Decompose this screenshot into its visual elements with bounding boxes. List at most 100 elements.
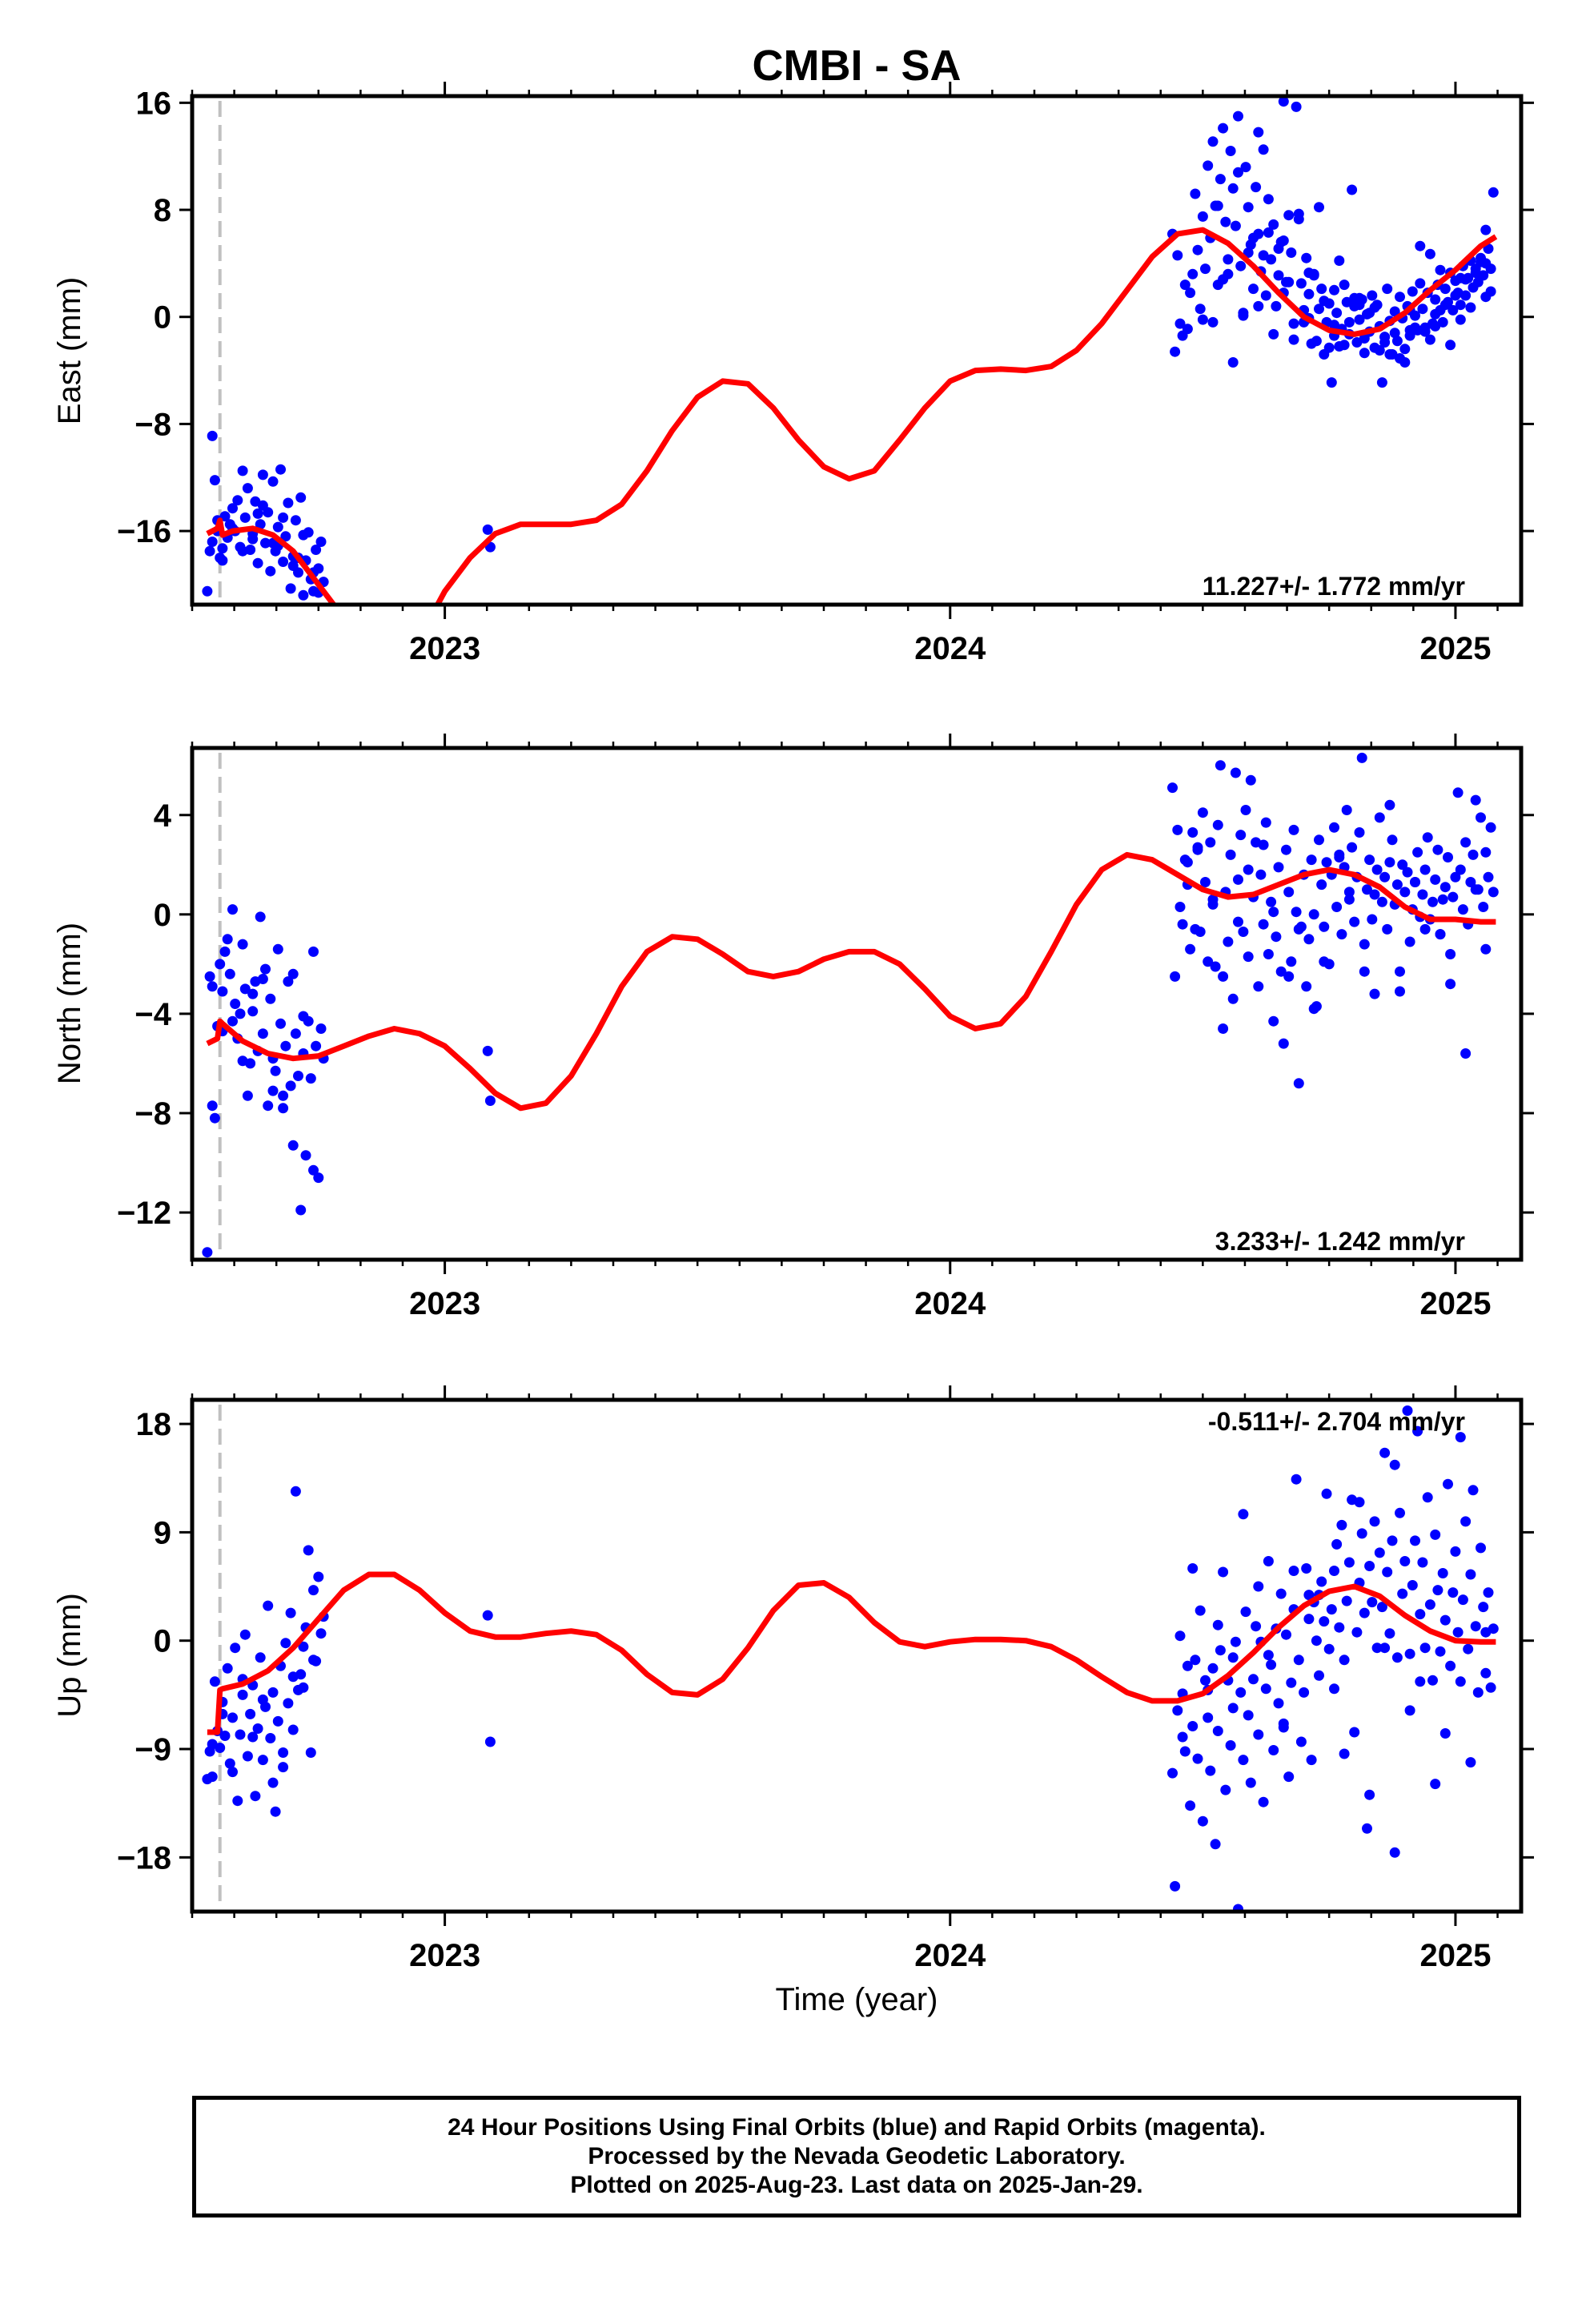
- y-tick-label: 4: [154, 798, 172, 834]
- data-point: [1303, 1590, 1315, 1601]
- data-point: [219, 946, 231, 957]
- data-point: [1258, 839, 1269, 850]
- y-tick-label: −8: [135, 1096, 171, 1132]
- data-point: [1220, 216, 1231, 227]
- y-tick-label: −4: [135, 997, 171, 1032]
- data-point: [278, 1103, 289, 1114]
- data-point: [227, 1712, 238, 1723]
- data-point: [298, 529, 309, 541]
- data-point: [1452, 787, 1464, 798]
- data-point: [245, 1708, 256, 1719]
- data-point: [1243, 202, 1254, 213]
- data-point: [1240, 162, 1251, 173]
- data-point: [1480, 846, 1492, 858]
- data-point: [482, 1610, 493, 1621]
- data-point: [1238, 1509, 1249, 1520]
- data-point: [1447, 1587, 1459, 1598]
- data-point: [1445, 949, 1456, 959]
- data-point: [1439, 1614, 1451, 1626]
- data-point: [1468, 1485, 1479, 1496]
- data-point: [202, 1247, 213, 1258]
- data-point: [1430, 308, 1441, 320]
- data-point: [1306, 1755, 1317, 1766]
- data-point: [1480, 1626, 1492, 1638]
- data-point: [1402, 866, 1413, 878]
- data-point: [252, 508, 263, 519]
- data-point: [1271, 300, 1282, 312]
- data-point: [1376, 377, 1387, 388]
- data-point: [1341, 1595, 1352, 1606]
- data-point: [1364, 1789, 1375, 1800]
- data-point: [1399, 344, 1411, 355]
- data-point: [1367, 914, 1378, 925]
- data-point: [1395, 292, 1405, 303]
- panel-north: 2023 2024 2025 −12 −8 −4 0 4 North (mm) 3.233+/- …: [52, 734, 1534, 1321]
- data-point: [1316, 283, 1327, 295]
- data-point: [1460, 1048, 1472, 1059]
- data-point: [1397, 1588, 1408, 1599]
- data-point: [1278, 235, 1289, 246]
- data-point: [250, 1791, 261, 1802]
- data-point: [1465, 1757, 1476, 1768]
- data-point: [267, 1777, 279, 1788]
- data-point: [1341, 805, 1352, 815]
- data-point: [1218, 971, 1229, 982]
- data-point: [1480, 292, 1492, 303]
- data-point: [257, 500, 268, 511]
- data-point: [1455, 272, 1466, 283]
- rate-label-east: 11.227+/- 1.772 mm/yr: [1203, 572, 1465, 601]
- data-point: [278, 1762, 289, 1773]
- data-point: [1205, 1765, 1216, 1776]
- data-point: [1314, 1670, 1324, 1681]
- data-point: [1233, 874, 1243, 885]
- data-point: [1460, 1516, 1472, 1527]
- data-point: [252, 557, 263, 569]
- data-point: [1220, 1784, 1231, 1795]
- data-point: [267, 1687, 279, 1698]
- data-point: [1427, 896, 1438, 907]
- data-point: [1465, 302, 1476, 313]
- data-point: [1253, 1729, 1264, 1740]
- data-point: [267, 476, 279, 487]
- data-point: [1432, 1585, 1443, 1596]
- data-point: [1167, 782, 1178, 794]
- data-point: [1397, 859, 1408, 870]
- data-point: [1470, 267, 1481, 279]
- data-point: [1223, 254, 1234, 265]
- data-point: [1354, 827, 1365, 838]
- data-point: [1457, 1594, 1468, 1606]
- data-point: [232, 1795, 243, 1807]
- data-point: [207, 1100, 218, 1112]
- data-point: [1455, 300, 1466, 311]
- data-point: [1283, 1771, 1295, 1783]
- data-point: [1367, 1597, 1378, 1608]
- data-point: [265, 565, 276, 577]
- y-tick-label: 0: [154, 898, 171, 933]
- data-point: [1412, 846, 1423, 858]
- data-point: [1326, 1604, 1337, 1615]
- data-point: [252, 1723, 263, 1734]
- data-point: [1410, 1535, 1420, 1546]
- data-point: [1389, 1459, 1400, 1470]
- data-point: [1243, 951, 1254, 963]
- data-point: [227, 904, 238, 915]
- plot-frame: [190, 1397, 1524, 1914]
- data-point: [1174, 902, 1186, 912]
- data-point: [1314, 834, 1324, 846]
- chart-title: CMBI - SA: [753, 42, 962, 90]
- data-point: [217, 986, 228, 997]
- data-point: [1347, 842, 1358, 853]
- data-point: [1200, 877, 1211, 887]
- data-point: [1227, 183, 1239, 194]
- data-point: [1331, 1538, 1343, 1550]
- data-point: [1343, 316, 1355, 328]
- data-point: [1379, 1642, 1391, 1654]
- data-point: [311, 545, 322, 555]
- data-point: [1415, 1609, 1426, 1620]
- data-point: [278, 512, 289, 523]
- data-point: [1470, 794, 1481, 806]
- data-point: [242, 1090, 253, 1101]
- data-point: [1452, 1626, 1464, 1638]
- data-point: [1354, 292, 1365, 304]
